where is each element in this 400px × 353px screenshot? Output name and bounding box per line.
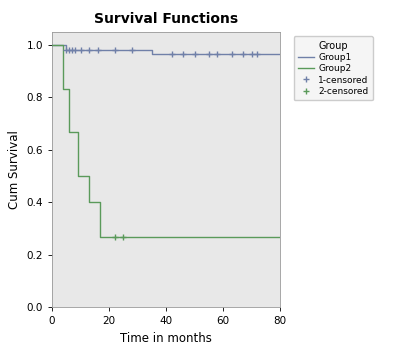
Legend: Group1, Group2, 1-censored, 2-censored: Group1, Group2, 1-censored, 2-censored [294,36,373,100]
Title: Survival Functions: Survival Functions [94,12,238,26]
X-axis label: Time in months: Time in months [120,332,212,345]
Y-axis label: Cum Survival: Cum Survival [8,130,21,209]
